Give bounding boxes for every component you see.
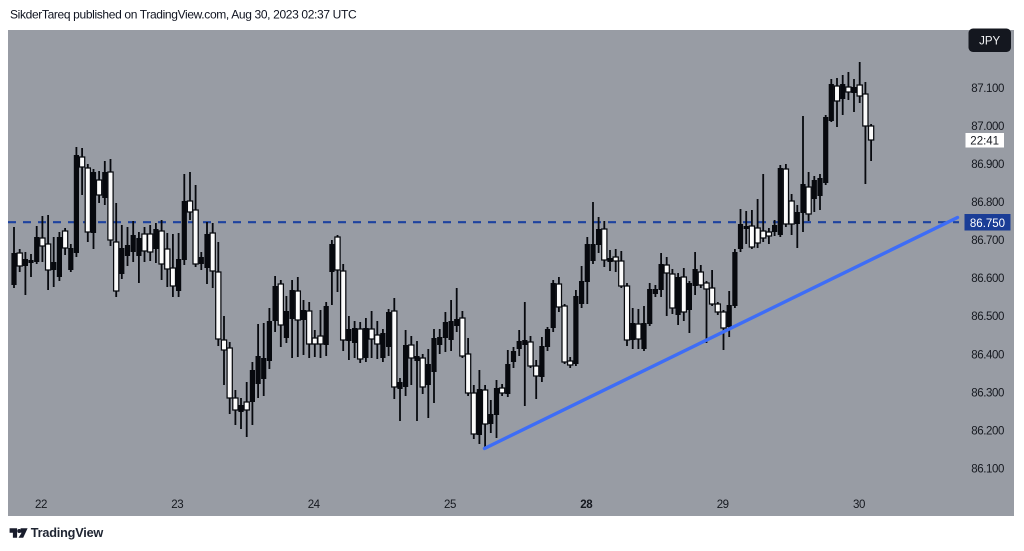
svg-text:86.400: 86.400 [971, 350, 1004, 362]
svg-text:86.500: 86.500 [971, 311, 1004, 323]
svg-text:TradingView: TradingView [31, 526, 104, 540]
svg-text:86.100: 86.100 [971, 464, 1004, 476]
svg-text:29: 29 [717, 499, 729, 511]
svg-text:SikderTareq published on Tradi: SikderTareq published on TradingView.com… [10, 8, 357, 22]
svg-text:86.300: 86.300 [971, 388, 1004, 400]
svg-text:86.700: 86.700 [971, 235, 1004, 247]
svg-text:JPY: JPY [979, 36, 1000, 48]
svg-text:86.750: 86.750 [970, 218, 1005, 230]
svg-text:22: 22 [35, 499, 47, 511]
svg-text:86.200: 86.200 [971, 426, 1004, 438]
svg-text:86.900: 86.900 [971, 159, 1004, 171]
svg-text:87.000: 87.000 [971, 121, 1004, 133]
svg-text:23: 23 [171, 499, 183, 511]
svg-text:28: 28 [580, 499, 593, 511]
svg-text:86.800: 86.800 [971, 197, 1004, 209]
svg-text:22:41: 22:41 [970, 136, 999, 148]
svg-text:25: 25 [444, 499, 456, 511]
svg-text:30: 30 [853, 499, 865, 511]
svg-text:87.100: 87.100 [971, 83, 1004, 95]
svg-text:24: 24 [308, 499, 321, 511]
svg-text:86.600: 86.600 [971, 273, 1004, 285]
